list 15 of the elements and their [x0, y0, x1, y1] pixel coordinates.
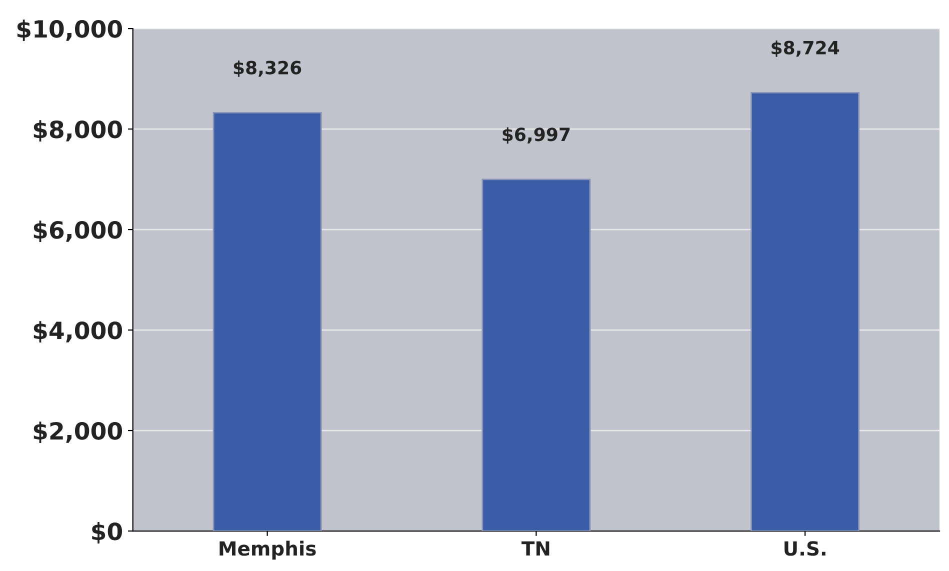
- data-label: $8,724: [772, 40, 840, 57]
- y-tick-label: $6,000: [34, 220, 122, 242]
- y-tick-label: $4,000: [34, 321, 122, 342]
- bar: [482, 178, 591, 532]
- y-tick-label: $8,000: [34, 120, 122, 142]
- y-tick-label: $0: [92, 522, 122, 544]
- x-tick-label: TN: [522, 541, 550, 556]
- x-tick-label: U.S.: [784, 541, 826, 556]
- y-tick-label: $2,000: [34, 422, 122, 443]
- y-tick-label: $10,000: [17, 20, 122, 41]
- data-label: $6,997: [502, 127, 570, 144]
- data-label: $8,326: [234, 60, 302, 77]
- bar: [212, 112, 322, 532]
- bar: [750, 92, 860, 532]
- x-tick-label: Memphis: [220, 540, 316, 560]
